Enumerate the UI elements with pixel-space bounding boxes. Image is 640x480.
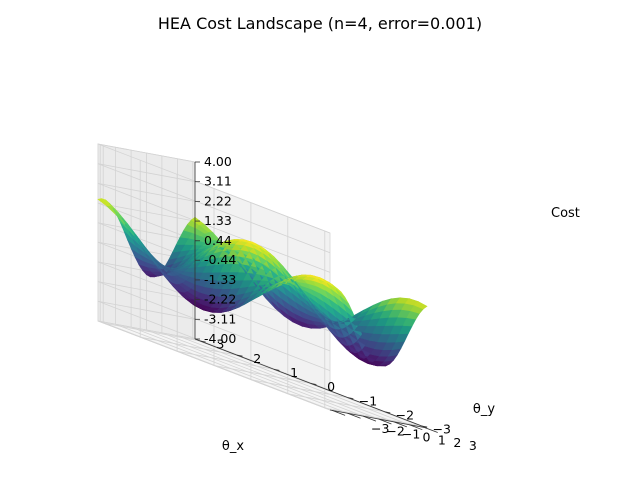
- x-tick-mark: [362, 415, 377, 422]
- x-tick-mark: [409, 424, 423, 431]
- z-gridline: [97, 320, 331, 411]
- z-tick-label: 4.00: [204, 154, 232, 169]
- y-tick-mark: [200, 340, 206, 343]
- x-tick-label: 1: [438, 432, 446, 447]
- y-tick-label: −2: [396, 408, 414, 423]
- x-tick-label: −1: [402, 427, 420, 442]
- y-tick-mark: [421, 425, 428, 428]
- tick-labels: −3−2−1 0 1 2 3−3−2−10123-4.00-3.11-2.22-1.33…: [195, 154, 477, 453]
- x-tick-label: −2: [386, 424, 404, 439]
- y-tick-label: −1: [359, 393, 377, 408]
- z-tick-label: 3.11: [204, 174, 232, 189]
- y-tick-mark: [274, 368, 280, 371]
- y-tick-mark: [347, 397, 354, 400]
- z-gridline: [97, 241, 331, 332]
- y-tick-label: 2: [253, 351, 261, 366]
- z-tick-label: 1.33: [204, 213, 232, 228]
- axes-3d: −3−2−1 0 1 2 3−3−2−10123-4.00-3.11-2.22-1.33…: [97, 143, 477, 453]
- z-axis-label: Cost: [551, 206, 580, 221]
- x-tick-label: −3: [371, 421, 389, 436]
- z-tick-label: -4.00: [204, 331, 236, 346]
- z-gridline: [97, 163, 331, 254]
- y-tick-label: −3: [433, 422, 451, 437]
- x-tick-mark: [347, 412, 361, 419]
- x-tick-mark: [424, 427, 438, 433]
- z-gridline: [97, 143, 331, 234]
- chart-title: HEA Cost Landscape (n=4, error=0.001): [158, 14, 482, 33]
- z-tick-label: 2.22: [204, 193, 232, 208]
- x-tick-mark: [332, 410, 346, 416]
- surface-patch: [413, 301, 428, 310]
- y-tick-label: 0: [327, 379, 335, 394]
- x-tick-label: 2: [453, 435, 461, 450]
- z-tick-label: -1.33: [204, 272, 236, 287]
- y-tick-mark: [237, 354, 243, 357]
- y-tick-mark: [384, 411, 391, 414]
- z-tick-label: -0.44: [204, 252, 236, 267]
- y-axis-label: θ_y: [473, 402, 495, 417]
- y-tick-mark: [310, 383, 317, 385]
- y-tick-label: 1: [290, 365, 298, 380]
- x-tick-mark: [378, 418, 392, 425]
- x-tick-label: 0: [423, 429, 431, 444]
- z-gridline: [97, 300, 331, 391]
- y-tick-label: 3: [216, 337, 224, 352]
- x-axis-label: θ_x: [222, 439, 244, 454]
- z-gridline: [97, 281, 331, 371]
- x-tick-mark: [393, 421, 408, 428]
- cost-surface: [97, 198, 428, 367]
- x-tick-label: 3: [469, 438, 477, 453]
- z-tick-label: -2.22: [204, 292, 236, 307]
- z-tick-label: 0.44: [204, 233, 232, 248]
- z-tick-label: -3.11: [204, 311, 236, 326]
